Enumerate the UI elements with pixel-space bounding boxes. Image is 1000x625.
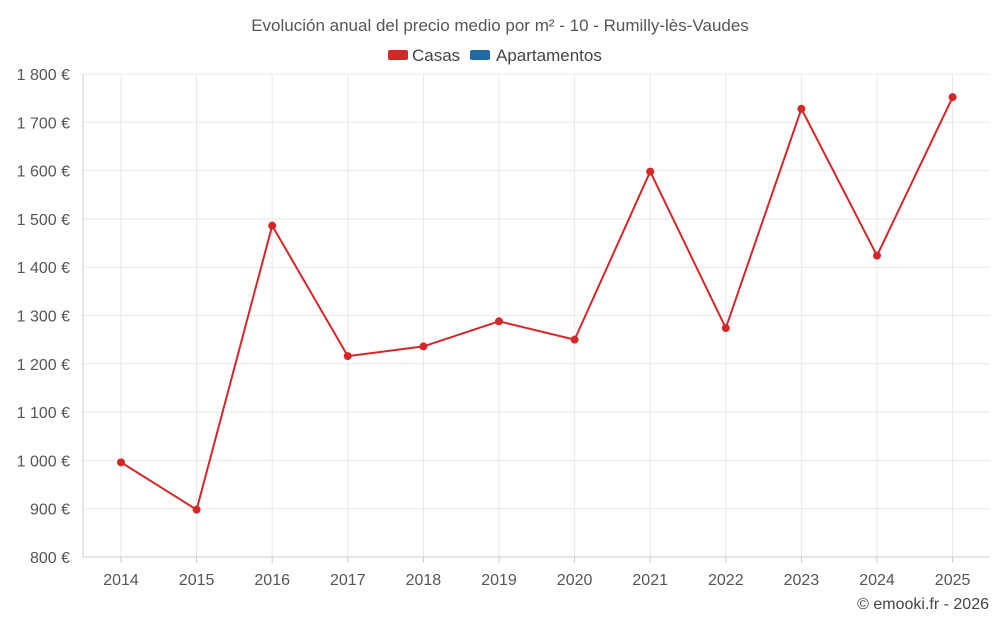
x-tick-label: 2020 (557, 572, 593, 589)
data-point (192, 505, 201, 514)
data-point (117, 458, 125, 467)
series-casas (117, 93, 957, 514)
y-tick-label: 1 500 € (17, 212, 70, 229)
y-tick-label: 1 000 € (17, 453, 70, 470)
x-tick-label: 2015 (179, 572, 215, 589)
legend-label-apartamentos[interactable]: Apartamentos (496, 46, 602, 65)
legend-label-casas[interactable]: Casas (412, 46, 460, 65)
x-tick-label: 2025 (935, 572, 971, 589)
credit-text: © emooki.fr - 2026 (857, 596, 989, 613)
x-tick-label: 2019 (481, 572, 517, 589)
x-tick-label: 2024 (859, 572, 895, 589)
y-tick-label: 1 400 € (17, 260, 70, 277)
x-tick-label: 2021 (632, 572, 668, 589)
chart-title: Evolución anual del precio medio por m² … (251, 16, 749, 35)
data-point (495, 317, 503, 326)
y-tick-label: 1 300 € (17, 309, 70, 326)
legend-swatch-apartamentos[interactable] (470, 50, 490, 60)
legend-swatch-casas[interactable] (388, 50, 408, 60)
x-tick-label: 2023 (784, 572, 820, 589)
x-tick-label: 2014 (103, 572, 139, 589)
y-tick-label: 900 € (30, 502, 70, 519)
x-tick-label: 2017 (330, 572, 366, 589)
y-tick-label: 1 800 € (17, 67, 70, 84)
y-tick-label: 1 100 € (17, 405, 70, 422)
data-point (268, 221, 277, 230)
axes: 800 € 900 € 1 000 € 1 100 € 1 200 € 1 300 € 1 … (17, 67, 990, 589)
data-point (797, 104, 806, 113)
x-tick-label: 2018 (406, 572, 442, 589)
grid (83, 73, 990, 558)
data-point (419, 342, 428, 351)
data-point (646, 167, 655, 176)
y-tick-label: 1 600 € (17, 164, 70, 181)
y-tick-label: 800 € (30, 550, 70, 567)
data-point (570, 335, 579, 344)
y-tick-label: 1 700 € (17, 115, 70, 132)
x-tick-label: 2022 (708, 572, 744, 589)
data-point (948, 93, 957, 102)
data-point (721, 324, 730, 333)
data-point (343, 352, 352, 361)
data-point (873, 251, 881, 260)
legend: Casas Apartamentos (388, 46, 602, 65)
y-tick-label: 1 200 € (17, 357, 70, 374)
x-tick-label: 2016 (254, 572, 290, 589)
series-line (120, 96, 954, 511)
